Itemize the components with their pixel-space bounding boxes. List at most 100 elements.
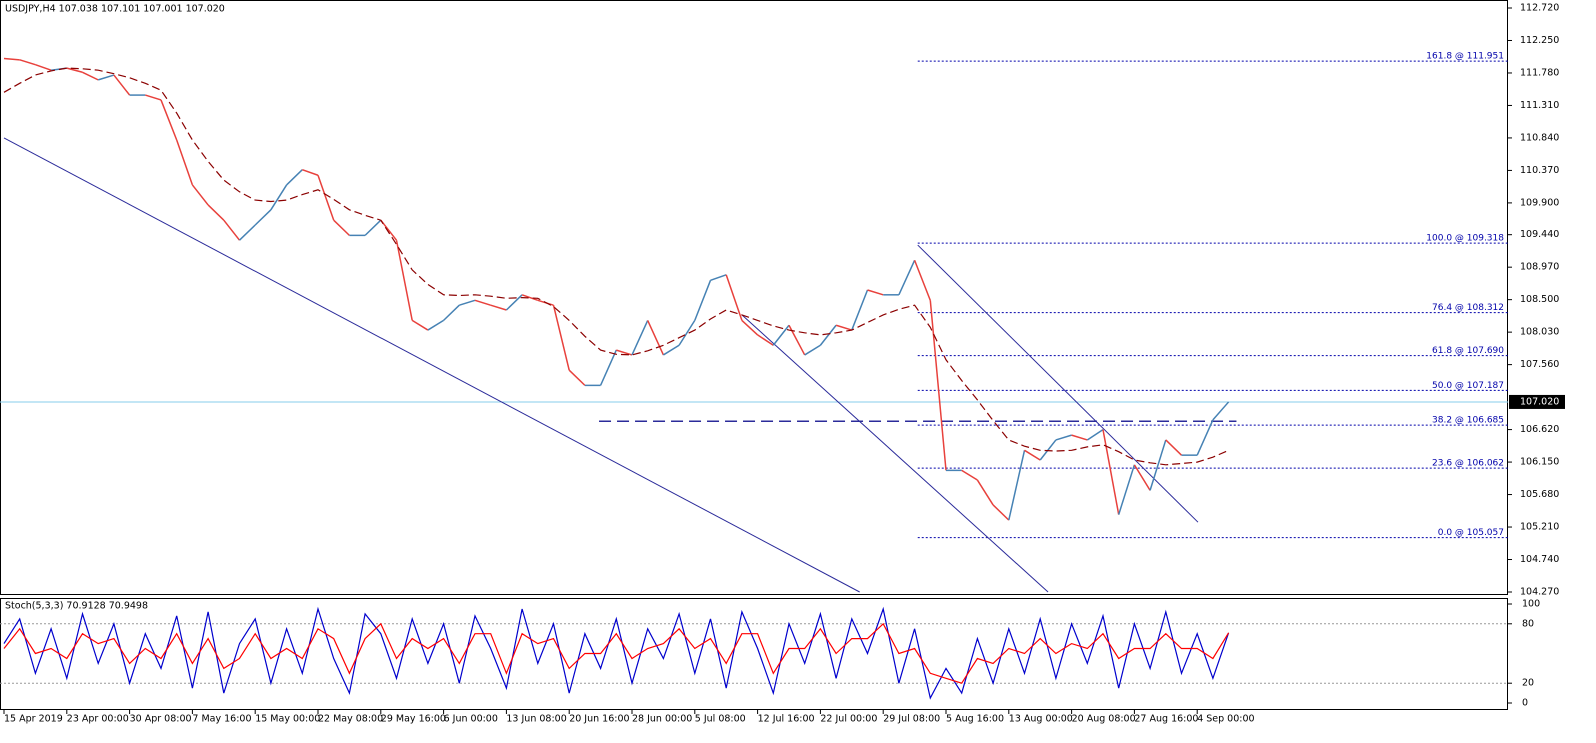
trendline [917, 244, 1199, 523]
price-segment [238, 224, 256, 241]
price-segment [175, 139, 194, 186]
x-tick-label: 13 Aug 00:00 [1009, 714, 1073, 725]
current-price-box [1509, 394, 1565, 409]
fib-label: 50.0 @ 107.187 [1432, 381, 1504, 391]
y-tick-label: 105.680 [1520, 489, 1559, 500]
price-segment [694, 280, 712, 321]
price-segment [82, 71, 99, 81]
price-segment [333, 219, 350, 236]
x-tick-label: 23 Apr 00:00 [67, 714, 129, 725]
x-tick-label: 27 Aug 16:00 [1134, 714, 1198, 725]
price-segment [302, 169, 319, 176]
x-tick-label: 7 May 16:00 [192, 714, 251, 725]
trendline [3, 137, 860, 593]
price-segment [113, 74, 131, 96]
price-segment [19, 59, 36, 66]
price-segment [552, 305, 570, 371]
y-tick-label: 111.310 [1520, 100, 1559, 111]
price-segment [1196, 419, 1214, 456]
x-tick-label: 29 Jul 08:00 [883, 714, 940, 725]
price-segment [395, 240, 413, 321]
y-tick-label: 110.840 [1520, 132, 1559, 143]
stoch-plot [0, 606, 1508, 700]
price-segment [521, 294, 539, 302]
price-segment [1055, 434, 1072, 441]
price-segment [1039, 439, 1057, 461]
x-tick-label: 4 Sep 00:00 [1197, 714, 1254, 725]
y-tick-label: 106.150 [1520, 457, 1559, 468]
y-tick-label: 108.970 [1520, 262, 1559, 273]
x-tick-label: 30 Apr 08:00 [130, 714, 192, 725]
main-pane [0, 0, 1508, 595]
price-segment [254, 209, 272, 226]
y-tick-label: 106.620 [1520, 424, 1559, 435]
price-segment [3, 57, 20, 61]
fib-label: 38.2 @ 106.685 [1432, 416, 1504, 426]
price-segment [411, 319, 429, 331]
price-segment [427, 319, 444, 331]
x-tick-label: 15 Apr 2019 [4, 714, 63, 725]
price-segment [1133, 464, 1151, 491]
price-segment [35, 63, 52, 71]
price-segment [819, 324, 837, 346]
y-tick-label: 107.560 [1520, 359, 1559, 370]
y-tick-label: 109.900 [1520, 197, 1559, 208]
price-segment [286, 169, 303, 186]
price-segment [741, 319, 759, 336]
fib-label: 100.0 @ 109.318 [1426, 234, 1504, 244]
x-tick-label: 22 Jul 00:00 [820, 714, 877, 725]
price-segment [616, 349, 633, 356]
chart-title: USDJPY,H4 107.038 107.101 107.001 107.02… [5, 4, 225, 15]
axes: 112.720 112.250 111.780 111.310 110.840 110.3… [3, 3, 1565, 725]
x-tick-label: 29 May 16:00 [381, 714, 446, 725]
fib-label: 23.6 @ 106.062 [1432, 459, 1504, 469]
y2-tick-label: 100 [1522, 599, 1540, 610]
price-segment [929, 300, 947, 471]
price-segment [867, 289, 884, 296]
price-segment [835, 324, 853, 331]
price-segment [647, 320, 665, 356]
fib-label: 61.8 @ 107.690 [1432, 346, 1504, 356]
fib-label: 76.4 @ 108.312 [1432, 303, 1504, 313]
price-segment [851, 289, 869, 331]
price-segment [1102, 429, 1120, 515]
price-segment [678, 319, 696, 346]
y-tick-label: 109.440 [1520, 229, 1559, 240]
x-tick-label: 5 Jul 08:00 [695, 714, 746, 725]
fib-label: 0.0 @ 105.057 [1438, 528, 1504, 538]
y2-tick-label: 20 [1522, 678, 1534, 689]
x-tick-label: 20 Jun 16:00 [569, 714, 629, 725]
y-tick-label: 104.270 [1520, 587, 1559, 598]
price-segment [663, 344, 680, 356]
y-tick-label: 112.720 [1520, 3, 1559, 14]
y-tick-label: 112.250 [1520, 35, 1559, 46]
price-segment [804, 344, 821, 356]
price-segment [772, 324, 790, 346]
price-segment [1149, 439, 1167, 491]
y-tick-label: 104.740 [1520, 554, 1559, 565]
price-segment [710, 274, 727, 282]
price-segment [757, 334, 774, 346]
price-segment [992, 504, 1010, 521]
price-segment [961, 469, 978, 481]
price-segment [191, 184, 209, 206]
price-segment [317, 175, 335, 221]
price-segment [1165, 439, 1183, 456]
price-segment [568, 369, 586, 386]
ma-line [3, 67, 1229, 466]
x-tick-label: 6 Jun 00:00 [444, 714, 498, 725]
current-price-label: 107.020 [1520, 396, 1559, 407]
price-segment [1024, 449, 1041, 461]
price-segment [976, 479, 994, 506]
y-tick-label: 108.500 [1520, 294, 1559, 305]
x-tick-label: 12 Jul 16:00 [758, 714, 815, 725]
price-segment [66, 67, 83, 73]
price-segment [898, 259, 916, 296]
price-segment [1008, 450, 1026, 521]
x-tick-label: 15 May 00:00 [255, 714, 320, 725]
price-segment [270, 184, 288, 211]
price-segment [1212, 401, 1230, 421]
x-tick-label: 22 May 08:00 [318, 714, 383, 725]
x-tick-label: 20 Aug 08:00 [1072, 714, 1136, 725]
